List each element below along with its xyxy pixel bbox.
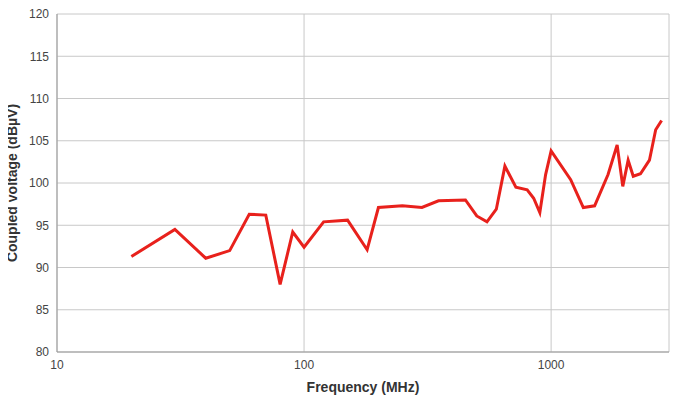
svg-text:10: 10 <box>50 358 64 372</box>
svg-text:105: 105 <box>29 134 49 148</box>
svg-text:90: 90 <box>36 261 50 275</box>
svg-text:80: 80 <box>36 345 50 359</box>
svg-text:120: 120 <box>29 8 49 21</box>
svg-text:100: 100 <box>29 176 49 190</box>
svg-text:Frequency (MHz): Frequency (MHz) <box>307 379 420 395</box>
svg-text:1000: 1000 <box>538 358 565 372</box>
svg-text:115: 115 <box>30 50 49 64</box>
svg-text:Coupled voltage (dBµV): Coupled voltage (dBµV) <box>8 104 20 262</box>
svg-text:110: 110 <box>30 92 49 106</box>
svg-text:100: 100 <box>294 358 314 372</box>
svg-text:85: 85 <box>36 303 50 317</box>
svg-text:95: 95 <box>36 219 50 233</box>
